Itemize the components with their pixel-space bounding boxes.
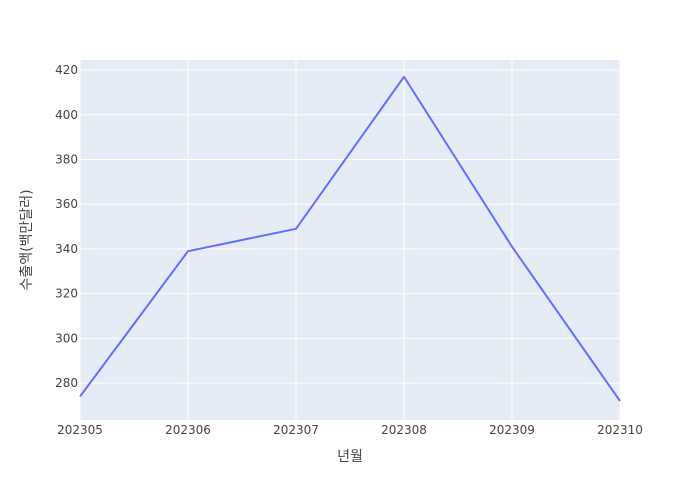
plot-area-background [80, 60, 620, 420]
x-tick-label: 202306 [165, 423, 211, 437]
x-tick-label: 202305 [57, 423, 103, 437]
y-tick-labels: 280 300 320 340 360 380 400 420 [55, 63, 78, 390]
y-tick-label: 380 [55, 153, 78, 167]
x-tick-label: 202310 [597, 423, 643, 437]
y-tick-label: 400 [55, 108, 78, 122]
y-tick-label: 360 [55, 197, 78, 211]
x-tick-label: 202308 [381, 423, 427, 437]
y-tick-label: 280 [55, 376, 78, 390]
y-tick-label: 320 [55, 287, 78, 301]
x-tick-labels: 202305 202306 202307 202308 202309 202310 [57, 423, 643, 437]
series-layer [79, 75, 621, 402]
y-tick-label: 420 [55, 63, 78, 77]
x-tick-label: 202309 [489, 423, 535, 437]
y-axis-title: 수출액(백만달러) [19, 189, 35, 290]
x-axis-title: 년월 [337, 449, 363, 465]
series-line [79, 75, 621, 402]
x-tick-label: 202307 [273, 423, 319, 437]
y-tick-label: 340 [55, 242, 78, 256]
y-tick-label: 300 [55, 331, 78, 345]
grid-lines [79, 60, 621, 420]
